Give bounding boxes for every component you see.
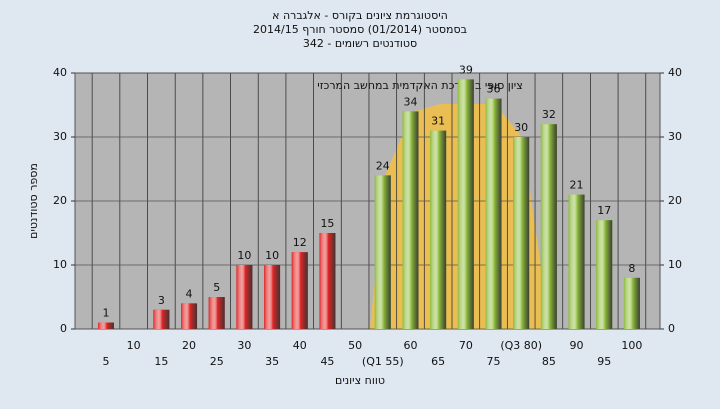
y2-tick-label: 40 bbox=[668, 66, 682, 79]
bar-shade bbox=[319, 233, 336, 329]
y-tick-label: 20 bbox=[53, 194, 67, 207]
data-label: 1 bbox=[103, 307, 110, 320]
data-label: 31 bbox=[431, 115, 445, 128]
x-tick-label: 15 bbox=[154, 355, 168, 368]
bar-shade bbox=[208, 297, 225, 329]
bar-shade bbox=[623, 277, 640, 329]
data-label: 30 bbox=[514, 121, 528, 134]
y2-tick-label: 20 bbox=[668, 194, 682, 207]
bar-shade bbox=[291, 252, 308, 329]
bar-shade bbox=[568, 194, 585, 329]
bar-shade bbox=[540, 124, 557, 329]
y2-tick-label: 10 bbox=[668, 258, 682, 271]
x-axis-label: טווח ציונים bbox=[335, 374, 385, 387]
y-tick-label: 10 bbox=[53, 258, 67, 271]
x-tick-label: 35 bbox=[265, 355, 279, 368]
bar-shade bbox=[513, 137, 530, 329]
y-tick-label: 30 bbox=[53, 130, 67, 143]
x-tick-label: (Q3 80) bbox=[500, 339, 542, 352]
y-tick-label: 0 bbox=[60, 322, 67, 335]
chart-subtitle: בסמסטר (01/2014) סמסטר חורף 2014/15 bbox=[253, 23, 467, 36]
bar-shade bbox=[457, 79, 474, 330]
data-label: 24 bbox=[376, 159, 390, 172]
x-tick-label: 20 bbox=[182, 339, 196, 352]
data-label: 17 bbox=[597, 204, 611, 217]
data-label: 21 bbox=[570, 179, 584, 192]
bar-shade bbox=[374, 175, 391, 329]
bar-shade bbox=[402, 111, 419, 330]
y-axis-label: מספר סטודנטים bbox=[27, 163, 40, 239]
x-tick-label: 60 bbox=[403, 339, 417, 352]
bar-shade bbox=[430, 130, 447, 329]
x-tick-label: 85 bbox=[542, 355, 556, 368]
chart-subtitle: 342 - סטודנטים רשומים bbox=[303, 37, 417, 50]
y-tick-label: 40 bbox=[53, 66, 67, 79]
bar-shade bbox=[236, 265, 253, 329]
data-label: 15 bbox=[320, 217, 334, 230]
data-label: 5 bbox=[213, 281, 220, 294]
data-label: 10 bbox=[265, 249, 279, 262]
data-label: 12 bbox=[293, 236, 307, 249]
data-label: 36 bbox=[487, 83, 501, 96]
x-tick-label: 100 bbox=[621, 339, 642, 352]
x-tick-label: 50 bbox=[348, 339, 362, 352]
data-label: 32 bbox=[542, 108, 556, 121]
data-label: 10 bbox=[237, 249, 251, 262]
bar-shade bbox=[264, 265, 281, 329]
data-label: 8 bbox=[628, 262, 635, 275]
data-label: 3 bbox=[158, 294, 165, 307]
x-tick-label: 40 bbox=[293, 339, 307, 352]
x-tick-label: 30 bbox=[237, 339, 251, 352]
bar-shade bbox=[181, 303, 198, 329]
y2-tick-label: 0 bbox=[668, 322, 675, 335]
bar-shade bbox=[153, 309, 170, 329]
x-tick-label: 10 bbox=[127, 339, 141, 352]
x-tick-label: (Q1 55) bbox=[362, 355, 404, 368]
x-tick-label: 70 bbox=[459, 339, 473, 352]
bar-shade bbox=[596, 220, 613, 329]
data-label: 39 bbox=[459, 63, 473, 76]
y2-tick-label: 30 bbox=[668, 130, 682, 143]
x-tick-label: 25 bbox=[210, 355, 224, 368]
data-label: 34 bbox=[403, 95, 417, 108]
x-tick-label: 45 bbox=[320, 355, 334, 368]
x-tick-label: 95 bbox=[597, 355, 611, 368]
bar-shade bbox=[98, 322, 114, 329]
bar-shade bbox=[485, 98, 502, 329]
x-tick-label: 5 bbox=[103, 355, 110, 368]
chart-title: היסטוגרמת ציונים בקורס - אלגברה א bbox=[272, 9, 448, 22]
x-tick-label: 90 bbox=[570, 339, 584, 352]
x-tick-label: 75 bbox=[487, 355, 501, 368]
x-tick-label: 65 bbox=[431, 355, 445, 368]
data-label: 4 bbox=[186, 287, 193, 300]
